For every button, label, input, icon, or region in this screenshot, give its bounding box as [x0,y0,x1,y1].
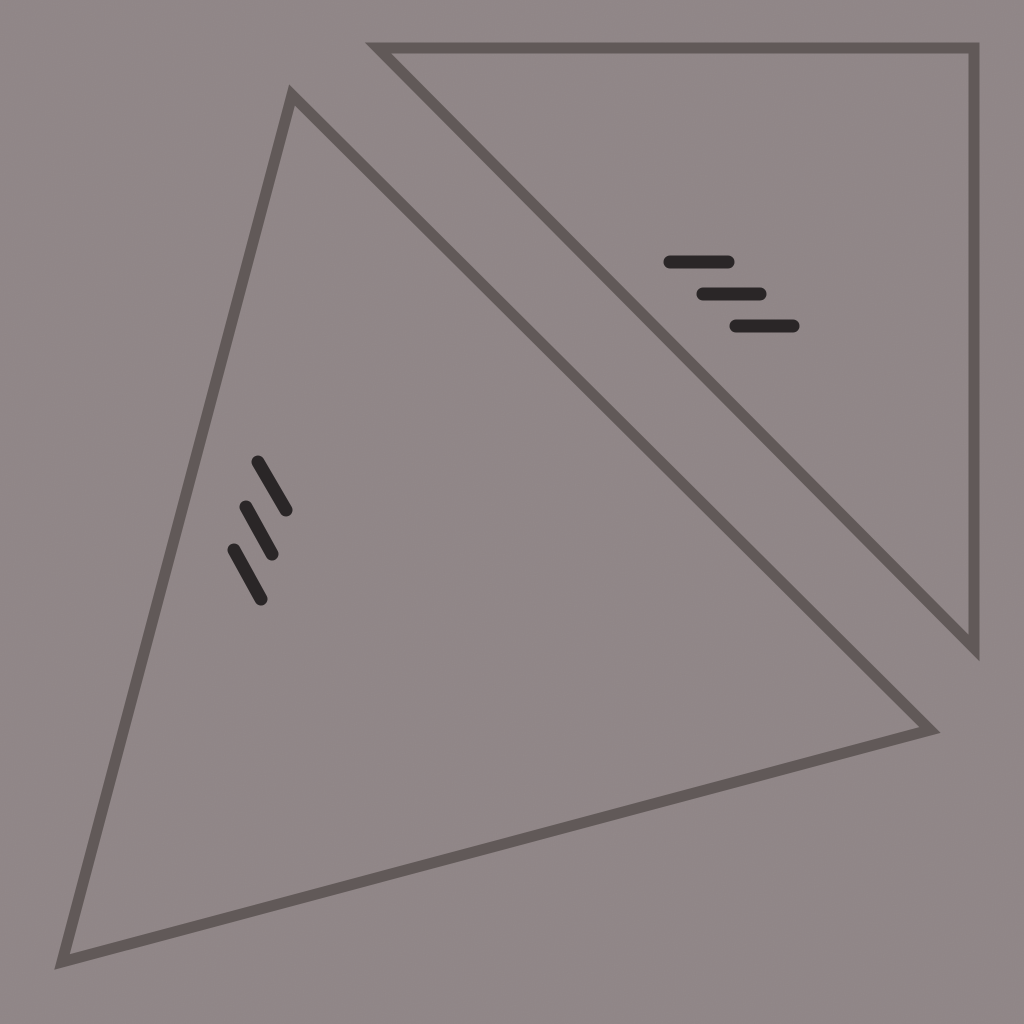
left-tick-mark-2 [239,500,279,561]
left-tick-mark-3 [227,543,268,606]
left-triangle [54,84,941,970]
left-triangle-tick-marks [227,455,293,606]
right-triangle [364,42,980,662]
left-tick-mark-1 [251,455,293,517]
right-triangle-tick-marks [663,255,800,333]
